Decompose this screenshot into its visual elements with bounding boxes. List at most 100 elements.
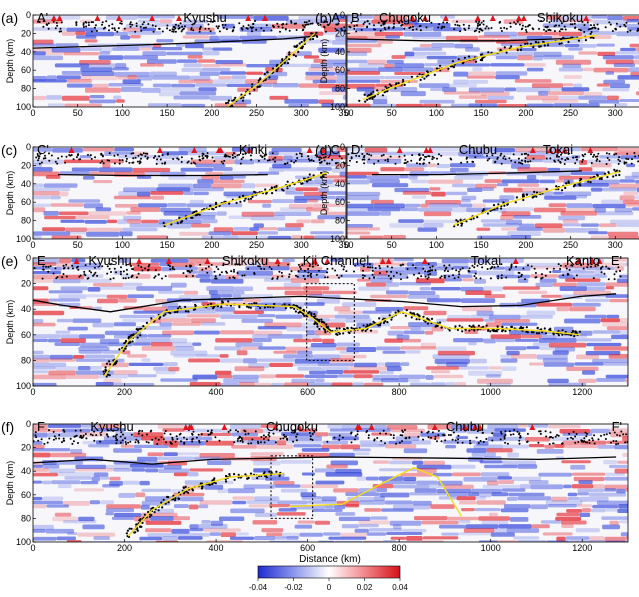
x-tick-label: 400 bbox=[209, 387, 224, 397]
moho-line bbox=[57, 173, 268, 177]
section-start-label: B' bbox=[351, 10, 362, 25]
migration-image-b bbox=[347, 15, 639, 107]
y-tick-label: 100 bbox=[16, 381, 31, 391]
x-tick-label: 50 bbox=[387, 108, 397, 118]
volcano-marker bbox=[368, 424, 375, 430]
panel-frame bbox=[32, 257, 629, 387]
y-tick-label: 20 bbox=[335, 160, 345, 170]
y-tick-label: 100 bbox=[330, 234, 345, 244]
volcano-markers bbox=[68, 147, 327, 153]
y-tick-label: 60 bbox=[21, 65, 31, 75]
y-tick-label: 20 bbox=[21, 443, 31, 453]
x-tick-label: 800 bbox=[392, 387, 407, 397]
x-tick-label: 300 bbox=[294, 240, 309, 250]
dotted-box bbox=[270, 455, 314, 519]
volcano-marker bbox=[596, 258, 603, 264]
x-tick-label: 400 bbox=[209, 543, 224, 553]
depth-axis-label: Depth (km) bbox=[319, 39, 329, 84]
depth-axis-label: Depth (km) bbox=[319, 171, 329, 216]
migration-image-f bbox=[33, 424, 628, 542]
panel-f: 0 200 400 600 800 1000 1200 0 20 40 60 80 100 Depth (… bbox=[1, 419, 629, 553]
section-end-label: A bbox=[331, 10, 340, 25]
volcano-markers bbox=[396, 147, 594, 153]
y-tick-label: 0 bbox=[26, 142, 31, 152]
x-tick-label: 250 bbox=[249, 240, 264, 250]
migration-image-c bbox=[33, 147, 346, 239]
volcano-markers bbox=[409, 15, 590, 21]
volcano-marker bbox=[529, 424, 536, 430]
panel-frame bbox=[32, 14, 347, 108]
x-tick-label: 600 bbox=[300, 543, 315, 553]
y-tick-label: 80 bbox=[21, 84, 31, 94]
section-start-label: A' bbox=[37, 10, 48, 25]
volcano-marker bbox=[68, 147, 75, 153]
place-label: Chugoku bbox=[266, 419, 318, 434]
y-tick-label: 40 bbox=[21, 179, 31, 189]
volcano-marker bbox=[245, 15, 252, 21]
migration-image-d bbox=[347, 147, 639, 239]
x-tick-label: 200 bbox=[117, 543, 132, 553]
volcano-marker bbox=[149, 15, 156, 21]
x-tick-label: 250 bbox=[563, 108, 578, 118]
volcano-marker bbox=[306, 147, 313, 153]
y-tick-label: 60 bbox=[21, 330, 31, 340]
place-label: Shikoku bbox=[537, 10, 583, 25]
section-start-label: F bbox=[37, 419, 45, 434]
colorbar-tick-label: 0 bbox=[327, 583, 332, 592]
y-tick-label: 100 bbox=[16, 537, 31, 547]
slab-line bbox=[226, 32, 316, 107]
volcano-marker bbox=[50, 15, 57, 21]
volcano-marker bbox=[422, 15, 429, 21]
volcano-marker bbox=[529, 147, 536, 153]
volcano-marker bbox=[246, 147, 253, 153]
volcano-marker bbox=[204, 258, 211, 264]
x-tick-label: 50 bbox=[73, 108, 83, 118]
volcano-marker bbox=[221, 424, 228, 430]
x-tick-label: 100 bbox=[115, 108, 130, 118]
y-tick-label: 0 bbox=[26, 10, 31, 20]
migration-image-e bbox=[33, 258, 628, 386]
x-tick-label: 100 bbox=[115, 240, 130, 250]
volcano-marker bbox=[512, 258, 519, 264]
panel-letter: (e) bbox=[1, 253, 18, 269]
volcano-marker bbox=[431, 424, 438, 430]
moho-line bbox=[33, 293, 617, 313]
y-tick-label: 80 bbox=[21, 216, 31, 226]
x-tick-label: 300 bbox=[608, 108, 623, 118]
y-tick-label: 0 bbox=[26, 419, 31, 429]
place-label: Chugoku bbox=[379, 10, 431, 25]
y-tick-label: 20 bbox=[21, 160, 31, 170]
panel-frame bbox=[346, 146, 639, 240]
x-tick-label: 100 bbox=[429, 108, 444, 118]
x-tick-label: 0 bbox=[30, 108, 35, 118]
section-start-label: E bbox=[37, 253, 46, 268]
x-tick-label: 250 bbox=[563, 240, 578, 250]
volcano-marker bbox=[520, 15, 527, 21]
y-tick-label: 80 bbox=[335, 216, 345, 226]
y-tick-label: 60 bbox=[21, 490, 31, 500]
place-label: Chubu bbox=[459, 142, 497, 157]
x-tick-label: 50 bbox=[73, 240, 83, 250]
panel-letter: (a) bbox=[1, 10, 18, 26]
volcano-markers bbox=[73, 258, 603, 264]
slab-line bbox=[362, 34, 598, 101]
volcano-marker bbox=[56, 15, 63, 21]
colorbar-tick-label: 0.04 bbox=[392, 583, 408, 592]
volcano-marker bbox=[396, 147, 403, 153]
moho-line bbox=[33, 35, 315, 49]
volcano-marker bbox=[462, 424, 468, 430]
volcano-marker bbox=[94, 15, 101, 21]
volcano-marker bbox=[421, 258, 428, 264]
slab-line bbox=[103, 303, 581, 377]
y-tick-label: 20 bbox=[335, 28, 345, 38]
y-tick-label: 0 bbox=[26, 253, 31, 263]
y-tick-label: 60 bbox=[21, 197, 31, 207]
y-tick-label: 40 bbox=[21, 304, 31, 314]
place-label: Shikoku bbox=[222, 253, 268, 268]
volcano-marker bbox=[354, 424, 361, 430]
y-tick-label: 40 bbox=[335, 47, 345, 57]
slab-line bbox=[453, 171, 620, 226]
